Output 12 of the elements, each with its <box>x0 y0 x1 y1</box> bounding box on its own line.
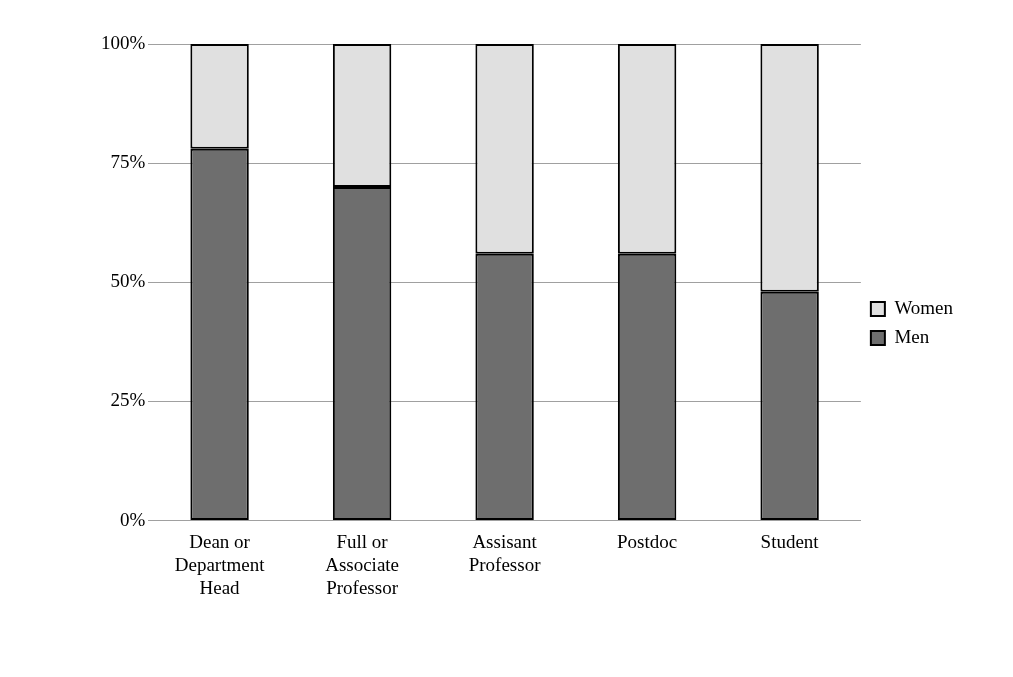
x-tick-label: Dean or Department Head <box>174 530 266 598</box>
x-tick-label: Student <box>760 530 820 552</box>
y-tick-label: 25% <box>110 389 146 411</box>
x-tick-label: Assisant Professor <box>468 530 542 575</box>
x-tick-label: Full or Associate Professor <box>325 530 400 598</box>
y-tick-label: 75% <box>110 151 146 173</box>
y-tick-label: 50% <box>110 270 146 292</box>
y-tick-label: 0% <box>120 508 146 530</box>
y-tick-label: 100% <box>101 31 146 53</box>
x-tick-label: Postdoc <box>617 530 678 552</box>
legend-label: Women <box>894 296 954 318</box>
legend-label: Men <box>894 325 930 347</box>
